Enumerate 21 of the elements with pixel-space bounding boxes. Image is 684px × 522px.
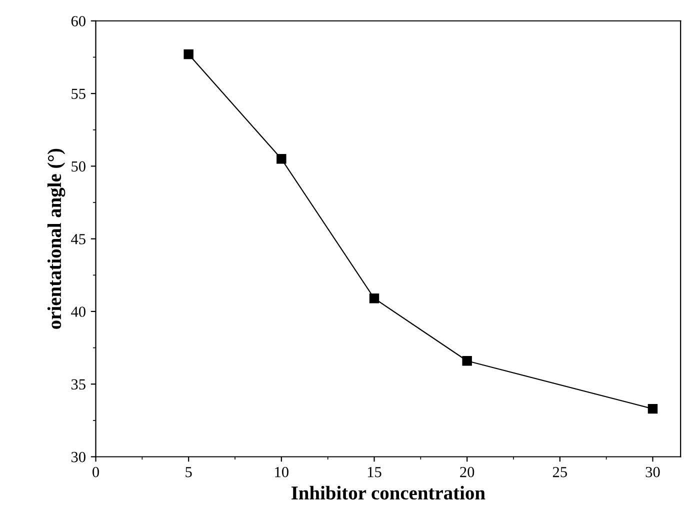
x-tick-label: 15 bbox=[368, 466, 382, 478]
x-tick-label: 0 bbox=[92, 466, 99, 478]
y-tick-label: 50 bbox=[72, 161, 86, 172]
point bbox=[276, 154, 286, 164]
x-tick-label: 10 bbox=[275, 466, 288, 478]
y-tick-label: 45 bbox=[71, 234, 86, 244]
y-tick-label: 35 bbox=[71, 379, 86, 390]
y-tick-label: 30 bbox=[71, 452, 86, 462]
point bbox=[184, 49, 194, 60]
point bbox=[648, 404, 658, 414]
x-tick-label: 5 bbox=[186, 467, 192, 478]
y-axis-title: orientational angle (°) bbox=[47, 148, 66, 329]
x-tick-label: 20 bbox=[460, 466, 474, 478]
point bbox=[462, 356, 472, 366]
point bbox=[369, 294, 380, 304]
x-axis-title: Inhibitor concentration bbox=[292, 486, 486, 500]
y-tick-label: 60 bbox=[71, 16, 86, 26]
y-tick-label: 40 bbox=[71, 306, 86, 317]
x-tick-label: 25 bbox=[552, 466, 567, 478]
y-tick-label: 55 bbox=[72, 88, 86, 99]
x-tick-label: 30 bbox=[646, 466, 660, 478]
